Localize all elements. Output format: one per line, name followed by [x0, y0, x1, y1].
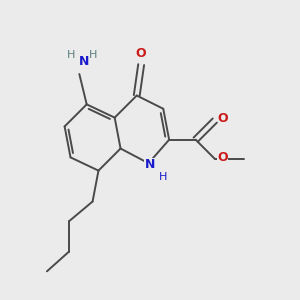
Text: O: O — [218, 112, 228, 125]
Text: O: O — [217, 152, 228, 164]
Text: N: N — [79, 55, 89, 68]
Text: O: O — [136, 47, 146, 60]
Text: H: H — [67, 50, 75, 60]
Text: H: H — [89, 50, 98, 60]
Text: H: H — [158, 172, 167, 182]
Text: N: N — [145, 158, 155, 171]
